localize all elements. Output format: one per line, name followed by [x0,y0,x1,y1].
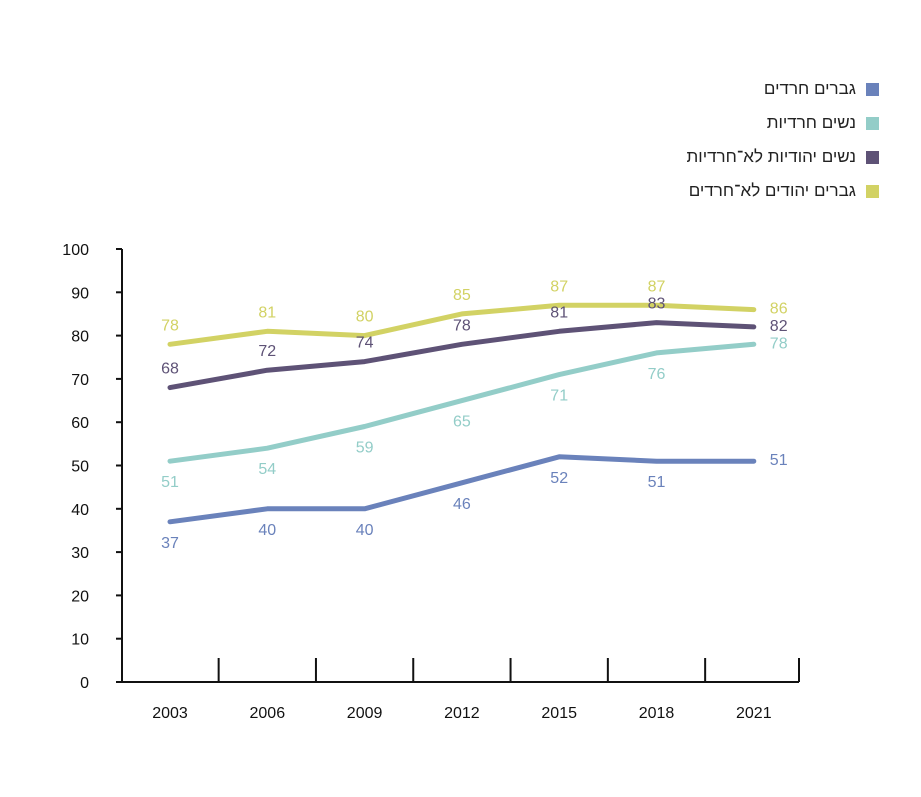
legend-item: גברים יהודים לא־חרדים [687,174,879,208]
legend-label: גברים יהודים לא־חרדים [688,181,856,200]
data-label: 71 [550,388,568,405]
y-tick-label: 10 [71,632,89,649]
data-label: 51 [161,474,179,491]
y-tick-label: 40 [71,502,89,519]
legend: גברים חרדים נשים חרדיות נשים יהודיות לא־… [687,72,879,208]
series-line [167,320,757,391]
y-tick-label: 100 [62,242,89,259]
legend-item: נשים יהודיות לא־חרדיות [687,140,879,174]
data-label: 83 [648,296,666,313]
data-label: 68 [161,361,179,378]
x-tick-label: 2021 [736,705,772,722]
data-label: 82 [770,318,788,335]
data-label: 80 [356,309,374,326]
legend-item: גברים חרדים [687,72,879,106]
data-label: 78 [453,317,471,334]
data-label: 51 [648,474,666,491]
y-tick-label: 90 [71,285,89,302]
data-label: 81 [258,304,276,321]
legend-swatch [866,82,879,96]
data-label: 74 [356,335,374,352]
data-label: 37 [161,535,179,552]
data-label: 46 [453,496,471,513]
data-label: 40 [258,522,276,539]
data-label: 87 [550,278,568,295]
y-tick-label: 70 [71,372,89,389]
data-label: 51 [770,452,788,469]
series-line [167,341,757,464]
legend-label: נשים חרדיות [766,113,856,132]
y-tick-label: 20 [71,588,89,605]
legend-label: נשים יהודיות לא־חרדיות [686,147,856,166]
legend-swatch [866,184,879,198]
x-tick-label: 2003 [152,705,188,722]
data-label: 59 [356,440,374,457]
data-label: 76 [648,366,666,383]
y-tick-label: 50 [71,459,89,476]
legend-swatch [866,116,879,130]
data-label: 72 [258,343,276,360]
data-label: 65 [453,414,471,431]
x-tick-label: 2018 [639,705,675,722]
data-label: 78 [161,317,179,334]
y-tick-label: 0 [80,675,89,692]
data-label: 54 [258,461,276,478]
data-label: 78 [770,335,788,352]
x-tick-label: 2009 [347,705,383,722]
series-line [167,302,757,347]
y-tick-label: 80 [71,329,89,346]
legend-swatch [866,150,879,164]
data-label: 52 [550,470,568,487]
data-label: 81 [550,304,568,321]
y-tick-label: 60 [71,415,89,432]
data-label: 87 [648,278,666,295]
x-tick-label: 2015 [541,705,577,722]
y-tick-label: 30 [71,545,89,562]
x-tick-label: 2012 [444,705,480,722]
x-tick-label: 2006 [250,705,286,722]
data-label: 40 [356,522,374,539]
data-label: 85 [453,287,471,304]
data-label: 86 [770,301,788,318]
legend-item: נשים חרדיות [687,106,879,140]
legend-label: גברים חרדים [763,79,856,98]
series-line [167,454,757,525]
